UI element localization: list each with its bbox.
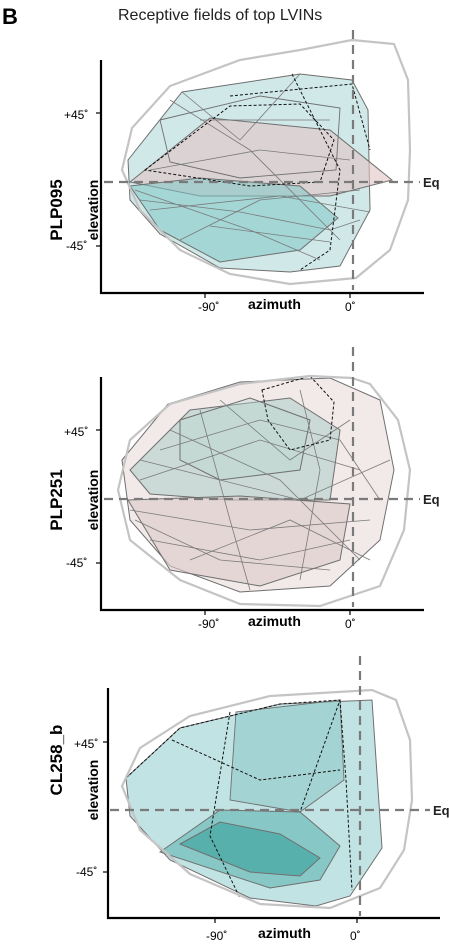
x-axis-label: azimuth	[248, 296, 301, 312]
axes	[99, 60, 424, 295]
x-tick-zero: 0˚	[345, 617, 356, 631]
receptive-field-overlay	[127, 73, 394, 273]
x-tick-zero: 0˚	[345, 300, 356, 314]
axes	[106, 688, 440, 920]
panel-cl258-b: CL258_b elevation +45˚ -45˚ -90˚ 0˚ azim…	[47, 656, 449, 943]
y-tick-plus45: +45˚	[64, 425, 88, 439]
equator-label: Eq	[423, 492, 440, 507]
x-tick-minus90: -90˚	[198, 617, 219, 631]
x-tick-minus90: -90˚	[198, 300, 219, 314]
panel-plp251: PLP251 elevation +45˚ -45˚ -90˚ 0˚ azimu…	[47, 347, 440, 631]
eye-field-outline	[116, 374, 412, 608]
y-tick-plus45: +45˚	[64, 108, 88, 122]
y-axis-label: elevation	[85, 760, 101, 821]
equator-label: Eq	[423, 175, 440, 190]
panel-name: CL258_b	[47, 725, 66, 796]
eye-field-outline	[120, 38, 412, 286]
panel-name: PLP095	[47, 179, 66, 240]
panel-letter: B	[2, 4, 18, 29]
y-tick-minus45: -45˚	[76, 865, 97, 879]
figure-title: Receptive fields of top LVINs	[118, 7, 322, 24]
receptive-field-overlay	[121, 375, 395, 593]
x-axis-label: azimuth	[248, 613, 301, 629]
y-axis-label: elevation	[85, 470, 101, 531]
eye-field-outline	[120, 688, 414, 910]
y-tick-minus45: -45˚	[66, 239, 87, 253]
y-axis-label: elevation	[85, 180, 101, 241]
x-tick-minus90: -90˚	[206, 929, 227, 943]
panel-name: PLP251	[47, 469, 66, 530]
x-axis-label: azimuth	[258, 925, 311, 941]
receptive-field-overlay	[125, 699, 383, 907]
y-tick-minus45: -45˚	[66, 556, 87, 570]
x-tick-zero: 0˚	[350, 929, 361, 943]
panel-plp095: PLP095 elevation +45˚ -45˚ -90˚ 0˚ azimu…	[47, 30, 440, 314]
y-tick-plus45: +45˚	[74, 737, 98, 751]
equator-label: Eq	[433, 803, 449, 818]
axes	[99, 377, 424, 612]
